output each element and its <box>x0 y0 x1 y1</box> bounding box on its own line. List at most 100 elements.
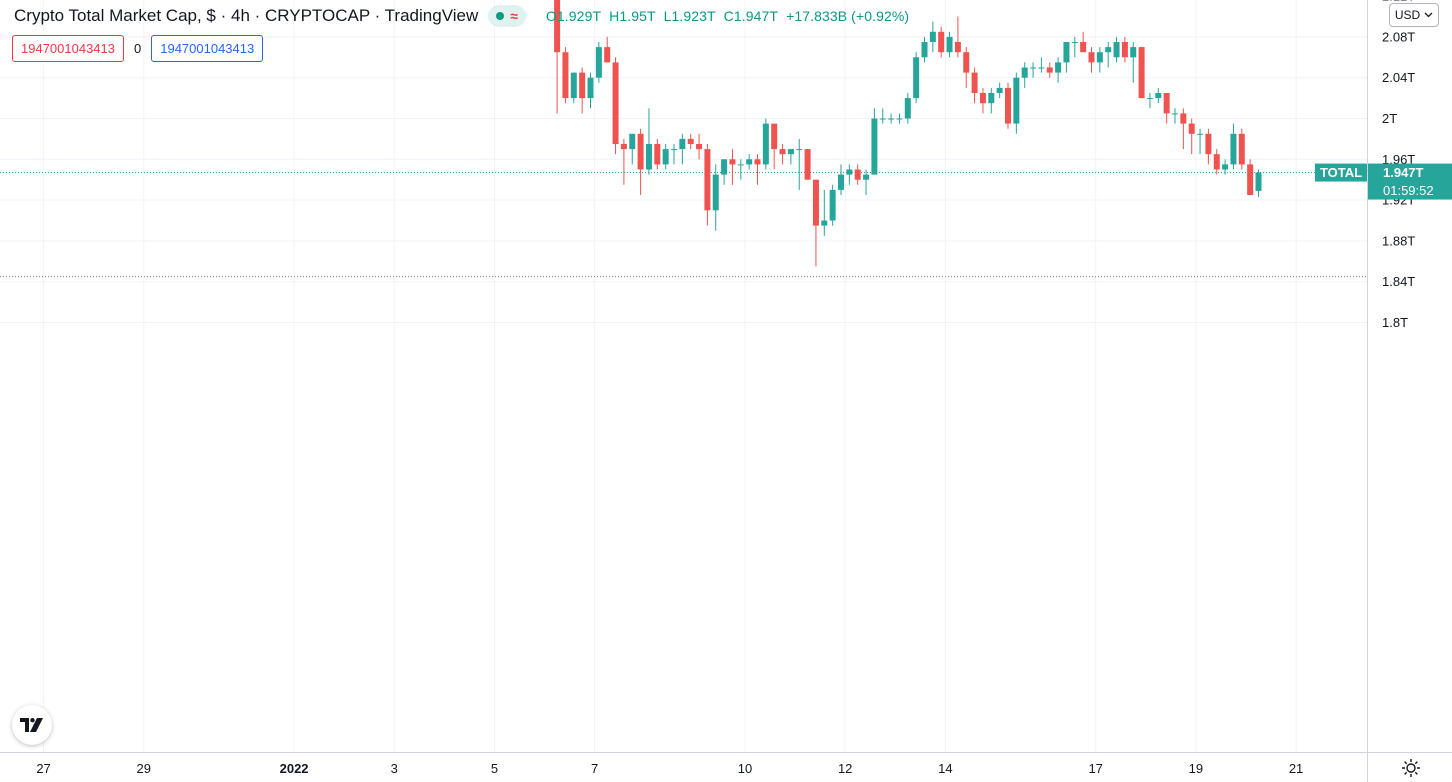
candle-body <box>904 98 911 119</box>
candle-body <box>1071 42 1078 43</box>
candle-body <box>579 72 586 99</box>
candle-body <box>1130 47 1137 58</box>
candle-body <box>595 47 602 78</box>
high-value: 1.95T <box>619 8 656 24</box>
candle-body <box>562 52 569 99</box>
candle-body <box>1055 62 1062 73</box>
candle-body <box>1096 52 1103 63</box>
open-label: O <box>545 8 557 24</box>
candle-body <box>1163 93 1170 114</box>
candle-body <box>846 169 853 175</box>
candle-body <box>704 149 711 211</box>
candle-body <box>1230 133 1237 165</box>
candle-body <box>1146 98 1153 100</box>
candle-body <box>754 159 761 165</box>
middle-line-value: 0 <box>134 41 142 56</box>
status-indicators[interactable]: ≈ <box>488 5 526 27</box>
x-tick-label: 21 <box>1289 761 1303 776</box>
candle-body <box>1138 47 1145 99</box>
price-tag-bg <box>1368 163 1452 200</box>
live-dot-icon <box>496 12 505 20</box>
wave-icon: ≈ <box>510 8 518 24</box>
x-tick-label: 14 <box>938 761 952 776</box>
ohlc-readout: O1.929T H1.95T L1.923T C1.947T +17.833B … <box>546 8 909 24</box>
gear-icon[interactable] <box>1400 757 1422 779</box>
x-tick-label: 17 <box>1088 761 1102 776</box>
candle-body <box>721 159 728 175</box>
candlestick-chart <box>0 0 1367 752</box>
candle-body <box>1038 67 1045 69</box>
low-value: 1.923T <box>671 8 716 24</box>
y-tick-label: 1.92T <box>1382 193 1415 208</box>
candle-body <box>1238 133 1245 165</box>
candle-body <box>996 87 1003 93</box>
x-tick-label: 5 <box>491 761 498 776</box>
candle-body <box>804 149 811 180</box>
y-tick-label: 1.8T <box>1382 315 1408 330</box>
candle-body <box>1255 172 1262 191</box>
candle-body <box>963 52 970 73</box>
x-tick-label: 10 <box>738 761 752 776</box>
currency-selector[interactable]: USD <box>1389 3 1439 27</box>
candle-body <box>737 164 744 166</box>
price-tag-value: 1.947T <box>1383 165 1424 180</box>
candle-body <box>921 42 928 58</box>
candle-body <box>829 189 836 221</box>
candle-body <box>1188 123 1195 134</box>
lower-line-value[interactable]: 1947001043413 <box>151 35 264 62</box>
candle-body <box>938 31 945 53</box>
candle-body <box>1046 67 1053 73</box>
candle-body <box>696 144 703 150</box>
candle-body <box>979 93 986 104</box>
y-tick-label: 1.88T <box>1382 233 1415 248</box>
candle-body <box>1013 77 1020 124</box>
candle-body <box>645 144 652 170</box>
candle-body <box>612 62 619 144</box>
candle-body <box>854 169 861 180</box>
candle-body <box>1205 133 1212 155</box>
close-label: C <box>723 8 734 24</box>
candle-body <box>796 149 803 151</box>
x-tick-label: 29 <box>137 761 151 776</box>
candle-body <box>1080 42 1087 53</box>
chart-plot-area[interactable] <box>0 0 1367 752</box>
candle-body <box>746 159 753 165</box>
candle-body <box>1030 67 1037 69</box>
candle-body <box>787 149 794 155</box>
high-label: H <box>609 8 620 24</box>
line-tool-values: 1947001043413 0 1947001043413 <box>12 35 264 62</box>
candle-body <box>1005 87 1011 124</box>
x-tick-label: 27 <box>36 761 50 776</box>
candle-body <box>771 123 778 150</box>
x-tick-label: 7 <box>591 761 598 776</box>
candle-body <box>1021 67 1028 78</box>
candle-body <box>988 93 995 104</box>
candle-body <box>1121 42 1128 58</box>
low-label: L <box>663 8 672 24</box>
upper-line-value[interactable]: 1947001043413 <box>12 35 124 62</box>
tradingview-logo-icon[interactable] <box>12 705 52 745</box>
candle-body <box>913 57 920 99</box>
y-tick-label: 1.96T <box>1382 152 1415 167</box>
change-value: +17.833B (+0.92%) <box>786 8 910 24</box>
x-tick-label: 2022 <box>280 761 309 776</box>
candle-body <box>812 179 819 226</box>
candle-body <box>570 72 577 99</box>
y-tick-label: 1.84T <box>1382 274 1415 289</box>
chart-header: Crypto Total Market Cap, $ · 4h · CRYPTO… <box>14 5 909 27</box>
candle-body <box>1063 42 1070 63</box>
price-tag-countdown: 01:59:52 <box>1383 183 1434 198</box>
candle-body <box>554 0 561 53</box>
candle-body <box>629 133 636 150</box>
candle-body <box>779 149 786 155</box>
candle-body <box>620 144 627 150</box>
candle-body <box>762 123 769 165</box>
candle-body <box>1213 154 1220 170</box>
candle-body <box>671 149 677 151</box>
candle-body <box>1088 52 1095 63</box>
x-tick-label: 19 <box>1189 761 1203 776</box>
tv-logo-mark <box>20 718 43 732</box>
candle-body <box>1197 133 1204 135</box>
candle-body <box>687 138 694 144</box>
candle-body <box>954 42 961 53</box>
